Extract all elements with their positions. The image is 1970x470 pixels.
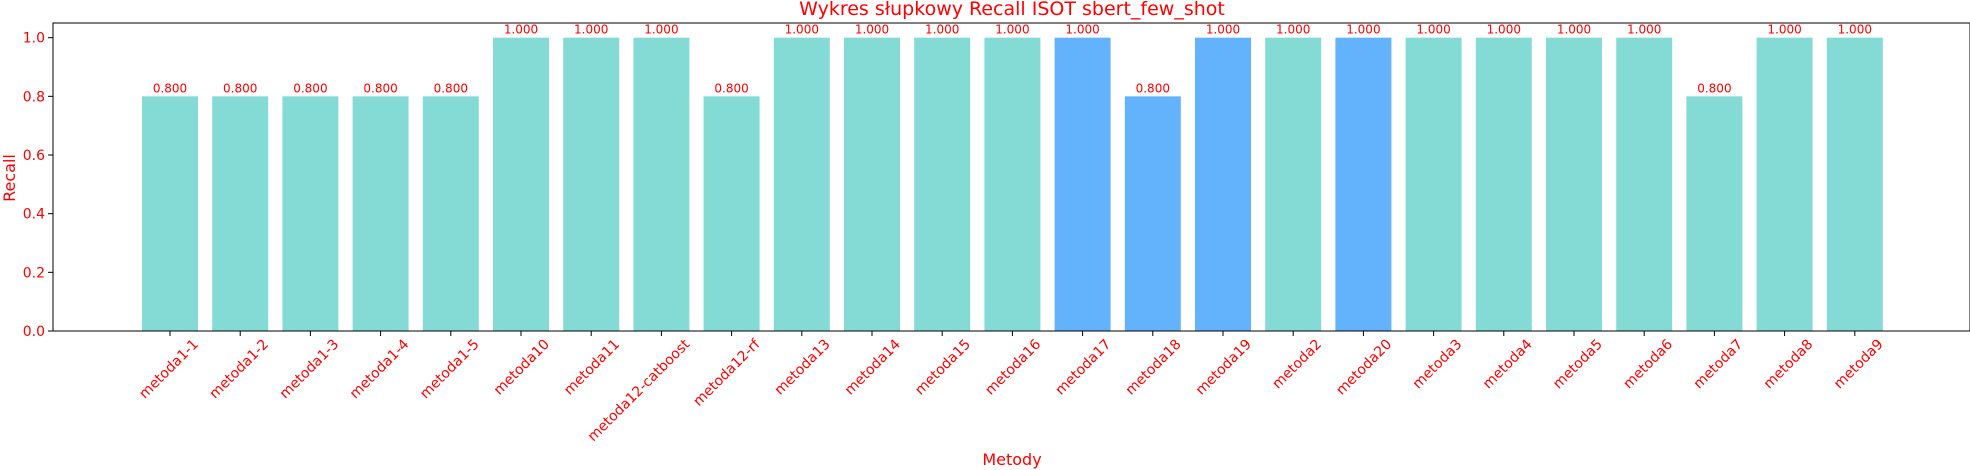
x-axis: metoda1-1 metoda1-2 metoda1-3 metoda1-4 meto… bbox=[136, 331, 1887, 445]
data-label-metoda1-1: 0.800 bbox=[153, 81, 187, 95]
bar-metoda15 bbox=[914, 37, 971, 332]
bar-metoda9 bbox=[1826, 37, 1883, 332]
bar-metoda2 bbox=[1265, 37, 1322, 332]
x-tick-label-metoda9: metoda9 bbox=[1831, 337, 1887, 393]
y-tick-label: 0.4 bbox=[23, 207, 45, 223]
bar-metoda12-rf bbox=[703, 96, 760, 331]
bar-metoda3 bbox=[1405, 37, 1462, 332]
x-tick-label-metoda20: metoda20 bbox=[1333, 337, 1395, 399]
bar-metoda16 bbox=[984, 37, 1041, 332]
x-tick-label-metoda8: metoda8 bbox=[1761, 337, 1817, 393]
y-axis: 0.0 0.2 0.4 0.6 0.8 1.0 bbox=[23, 31, 53, 340]
data-label-metoda20: 1.000 bbox=[1346, 23, 1380, 37]
x-tick-label-metoda15: metoda15 bbox=[912, 337, 974, 399]
data-label-metoda13: 1.000 bbox=[785, 23, 819, 37]
data-labels-layer: 0.800 0.800 0.800 0.800 0.800 1.000 1.000 1.000… bbox=[153, 23, 1872, 96]
data-label-metoda18: 0.800 bbox=[1136, 81, 1170, 95]
bar-metoda20 bbox=[1335, 37, 1392, 332]
data-label-metoda17: 1.000 bbox=[1065, 23, 1099, 37]
bar-metoda11 bbox=[563, 37, 620, 332]
x-tick-label-metoda2: metoda2 bbox=[1269, 337, 1325, 393]
data-label-metoda6: 1.000 bbox=[1627, 23, 1661, 37]
x-tick-label-metoda17: metoda17 bbox=[1052, 337, 1114, 399]
x-tick-label-metoda7: metoda7 bbox=[1691, 337, 1747, 393]
x-tick-label-metoda1-5: metoda1-5 bbox=[417, 337, 483, 403]
data-label-metoda1-4: 0.800 bbox=[363, 81, 397, 95]
bar-metoda1-1 bbox=[142, 96, 198, 331]
data-label-metoda4: 1.000 bbox=[1487, 23, 1521, 37]
data-label-metoda16: 1.000 bbox=[995, 23, 1029, 37]
x-tick-label-metoda3: metoda3 bbox=[1410, 337, 1466, 393]
bar-metoda1-2 bbox=[212, 96, 269, 331]
data-label-metoda12-catboost: 1.000 bbox=[644, 23, 678, 37]
data-label-metoda5: 1.000 bbox=[1557, 23, 1591, 37]
bar-metoda1-5 bbox=[422, 96, 479, 331]
x-tick-label-metoda4: metoda4 bbox=[1480, 336, 1536, 392]
data-label-metoda1-5: 0.800 bbox=[434, 81, 468, 95]
data-label-metoda15: 1.000 bbox=[925, 23, 959, 37]
data-label-metoda1-3: 0.800 bbox=[293, 81, 327, 95]
y-tick-label: 0.6 bbox=[23, 148, 45, 164]
data-label-metoda14: 1.000 bbox=[855, 23, 889, 37]
x-axis-label: Metody bbox=[982, 450, 1041, 469]
x-tick-label-metoda10: metoda10 bbox=[491, 337, 553, 399]
bar-metoda6 bbox=[1616, 37, 1673, 332]
bar-metoda8 bbox=[1756, 37, 1813, 332]
data-label-metoda10: 1.000 bbox=[504, 23, 538, 37]
data-label-metoda8: 1.000 bbox=[1767, 23, 1801, 37]
x-tick-label-metoda11: metoda11 bbox=[561, 337, 623, 399]
data-label-metoda1-2: 0.800 bbox=[223, 81, 257, 95]
x-tick-label-metoda1-1: metoda1-1 bbox=[136, 337, 202, 403]
bar-metoda12-catboost bbox=[633, 37, 690, 332]
y-tick-label: 0.2 bbox=[23, 265, 45, 281]
bars-layer bbox=[142, 37, 1883, 332]
data-label-metoda9: 1.000 bbox=[1838, 23, 1872, 37]
x-tick-label-metoda16: metoda16 bbox=[982, 336, 1044, 398]
data-label-metoda3: 1.000 bbox=[1416, 23, 1450, 37]
bar-metoda1-3 bbox=[282, 96, 339, 331]
bar-metoda5 bbox=[1546, 37, 1602, 332]
x-tick-label-metoda12-rf: metoda12-rf bbox=[690, 336, 764, 410]
data-label-metoda11: 1.000 bbox=[574, 23, 608, 37]
data-label-metoda7: 0.800 bbox=[1697, 81, 1731, 95]
y-axis-label: Recall bbox=[0, 154, 19, 202]
bar-metoda19 bbox=[1195, 37, 1251, 332]
bar-metoda1-4 bbox=[352, 96, 409, 331]
x-tick-label-metoda18: metoda18 bbox=[1123, 337, 1185, 399]
x-tick-label-metoda5: metoda5 bbox=[1550, 337, 1606, 393]
bar-metoda4 bbox=[1475, 37, 1532, 332]
x-tick-label-metoda1-3: metoda1-3 bbox=[277, 337, 343, 403]
x-tick-label-metoda1-4: metoda1-4 bbox=[347, 336, 413, 402]
bar-metoda14 bbox=[844, 37, 900, 332]
x-tick-label-metoda6: metoda6 bbox=[1620, 336, 1676, 392]
data-label-metoda12-rf: 0.800 bbox=[714, 81, 748, 95]
x-tick-label-metoda14: metoda14 bbox=[842, 336, 904, 398]
bar-metoda18 bbox=[1124, 96, 1181, 331]
x-tick-label-metoda19: metoda19 bbox=[1193, 337, 1255, 399]
bar-metoda13 bbox=[773, 37, 830, 332]
data-label-metoda2: 1.000 bbox=[1276, 23, 1310, 37]
y-tick-label: 0.8 bbox=[23, 89, 45, 105]
x-tick-label-metoda13: metoda13 bbox=[772, 337, 834, 399]
bar-metoda10 bbox=[493, 37, 549, 332]
y-tick-label: 1.0 bbox=[23, 31, 45, 47]
y-tick-label: 0.0 bbox=[23, 324, 45, 340]
bar-metoda7 bbox=[1686, 96, 1743, 331]
data-label-metoda19: 1.000 bbox=[1206, 23, 1240, 37]
bar-metoda17 bbox=[1054, 37, 1111, 332]
chart-title: Wykres słupkowy Recall ISOT sbert_few_sh… bbox=[799, 0, 1225, 20]
x-tick-label-metoda1-2: metoda1-2 bbox=[207, 337, 273, 403]
plot-frame bbox=[52, 22, 1970, 332]
